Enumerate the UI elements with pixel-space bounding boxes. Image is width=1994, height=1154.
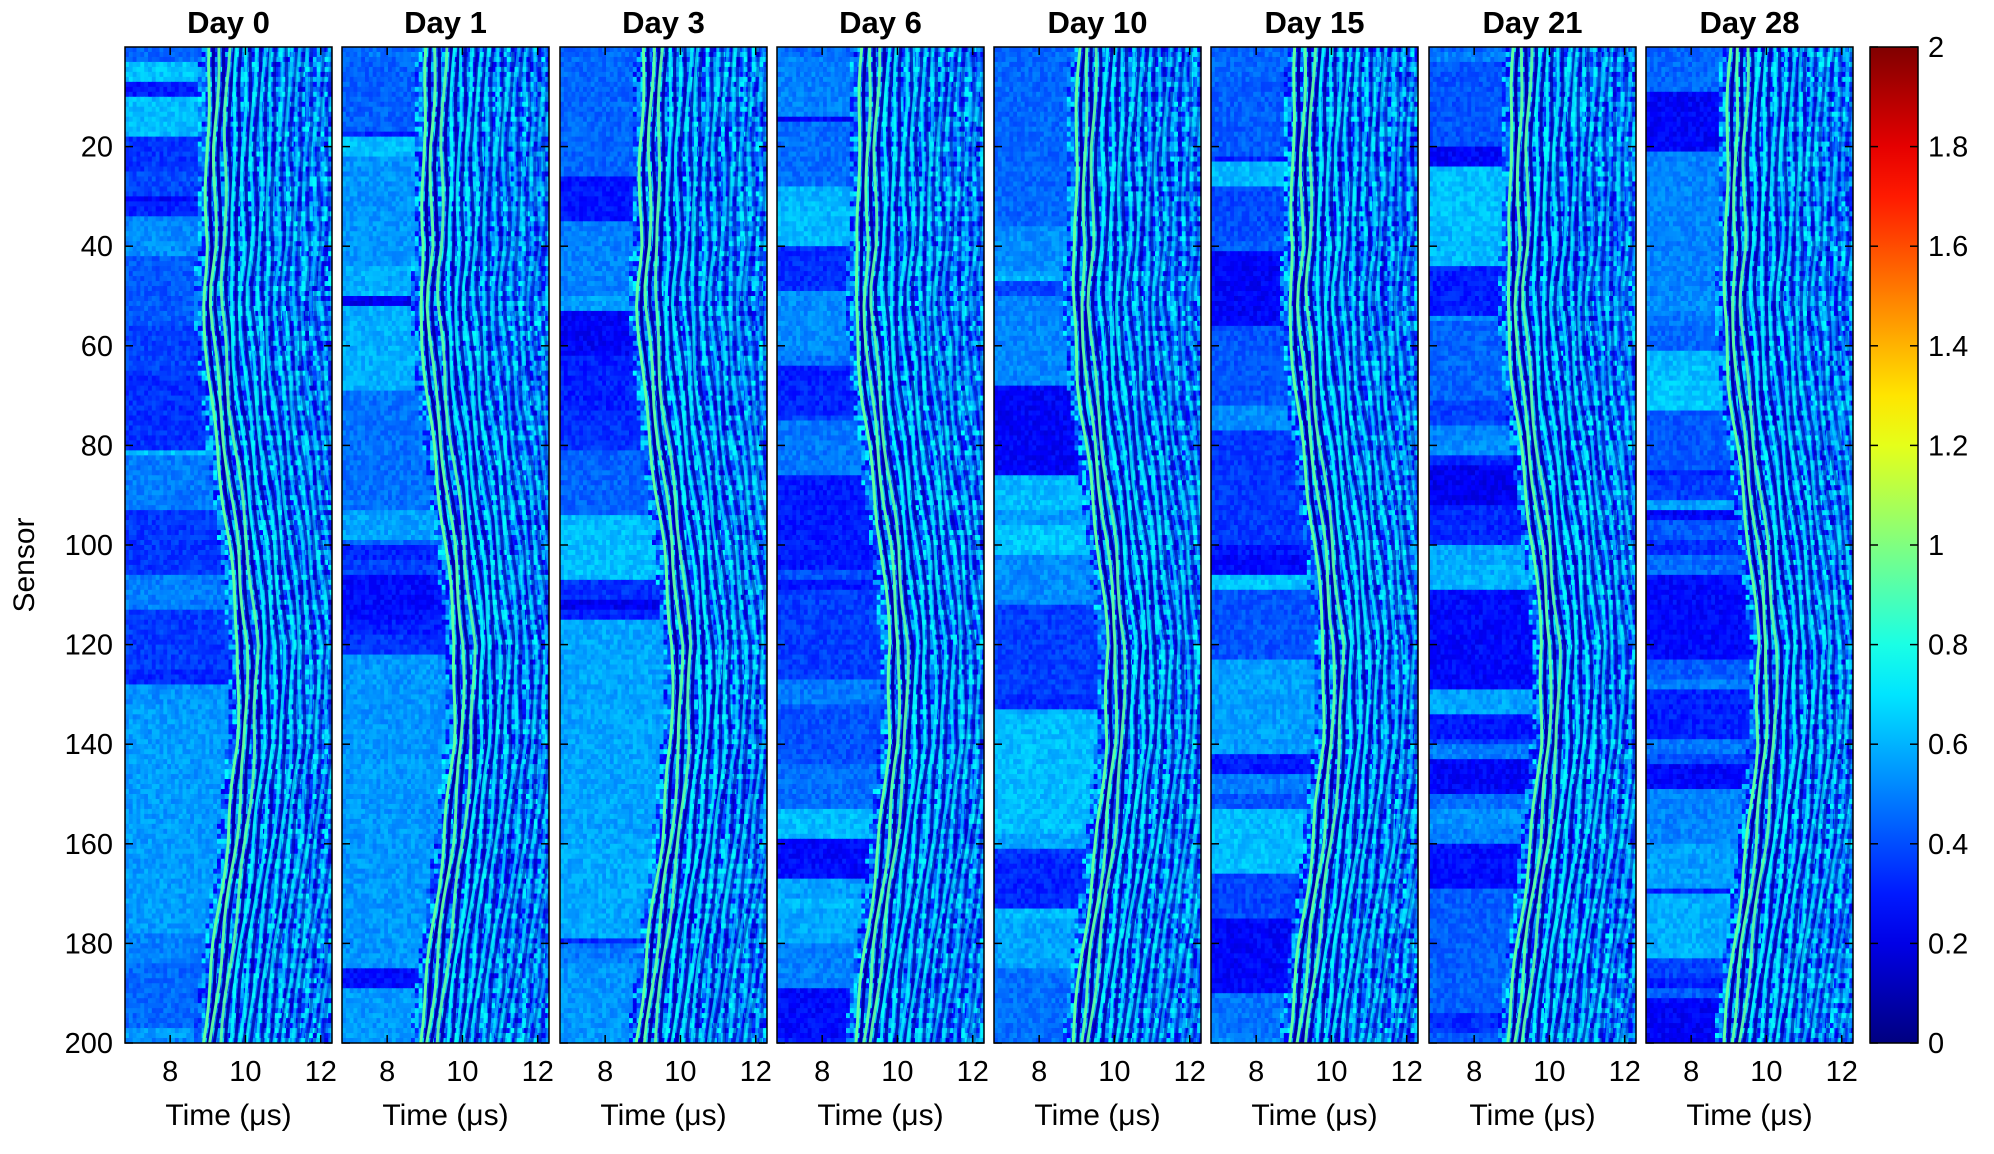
- x-tick-label: 8: [162, 1056, 178, 1088]
- x-tick-label: 8: [1031, 1056, 1047, 1088]
- y-tick-label: 200: [65, 1028, 113, 1060]
- x-tick-label: 12: [957, 1056, 989, 1088]
- panel-day-10: Day 10 8 10 12 Time (μs): [994, 5, 1240, 1132]
- y-axis-label: Sensor: [8, 517, 41, 612]
- panel-title: Day 1: [404, 5, 487, 40]
- x-tick-label: 12: [305, 1056, 337, 1088]
- panel-title: Day 10: [1048, 5, 1148, 40]
- panel-day-3: Day 3 8 10 12 Time (μs): [560, 5, 805, 1132]
- x-tick-label: 10: [664, 1056, 696, 1088]
- panel-title: Day 28: [1700, 5, 1800, 40]
- y-tick-label: 140: [65, 729, 113, 761]
- x-tick-label: 10: [1098, 1056, 1130, 1088]
- x-tick-label: 10: [446, 1056, 478, 1088]
- x-tick-label: 12: [1391, 1056, 1423, 1088]
- x-tick-label: 8: [1248, 1056, 1264, 1088]
- panel-day-0: Day 0 8 10 12 Time (μs) 20 40 60 80 100 120 140 160 1…: [65, 5, 370, 1132]
- panel-day-21: Day 21 8 10 12 Time (μs): [1429, 5, 1675, 1132]
- x-tick-label: 10: [1533, 1056, 1565, 1088]
- panel-title: Day 15: [1265, 5, 1365, 40]
- x-axis-label: Time (μs): [165, 1099, 291, 1132]
- x-axis-label: Time (μs): [1469, 1099, 1595, 1132]
- colorbar-tick-label: 0.6: [1928, 729, 1968, 761]
- colorbar-tick-label: 1.4: [1928, 331, 1968, 363]
- colorbar-tick-label: 1: [1928, 530, 1944, 562]
- x-tick-label: 12: [1609, 1056, 1641, 1088]
- x-tick-label: 10: [229, 1056, 261, 1088]
- colorbar-tick-label: 0.8: [1928, 630, 1968, 662]
- x-axis-label: Time (μs): [817, 1099, 943, 1132]
- x-tick-label: 8: [597, 1056, 613, 1088]
- x-tick-label: 12: [1826, 1056, 1858, 1088]
- panel-day-15: Day 15 8 10 12 Time (μs): [1211, 5, 1456, 1132]
- x-axis-label: Time (μs): [382, 1099, 508, 1132]
- colorbar-tick-label: 1.6: [1928, 231, 1968, 263]
- x-tick-label: 10: [1750, 1056, 1782, 1088]
- y-tick-label: 20: [81, 132, 113, 164]
- x-tick-label: 12: [1174, 1056, 1206, 1088]
- colorbar-tick-label: 0: [1928, 1028, 1944, 1060]
- x-tick-label: 8: [814, 1056, 830, 1088]
- panel-day-6: Day 6 8 10 12 Time (μs): [777, 5, 1022, 1132]
- panel-day-28: Day 28 8 10 12 Time (μs): [1646, 5, 1891, 1132]
- y-tick-label: 100: [65, 530, 113, 562]
- panel-title: Day 0: [187, 5, 270, 40]
- colorbar-tick-label: 0.2: [1928, 928, 1968, 960]
- x-axis-label: Time (μs): [600, 1099, 726, 1132]
- colorbar-tick-label: 1.2: [1928, 430, 1968, 462]
- x-axis-label: Time (μs): [1034, 1099, 1160, 1132]
- x-tick-label: 10: [1315, 1056, 1347, 1088]
- y-tick-label: 180: [65, 928, 113, 960]
- x-tick-label: 12: [522, 1056, 554, 1088]
- y-tick-label: 60: [81, 331, 113, 363]
- x-axis-label: Time (μs): [1251, 1099, 1377, 1132]
- panel-day-1: Day 1 8 10 12 Time (μs): [342, 5, 587, 1132]
- y-tick-label: 120: [65, 630, 113, 662]
- x-tick-label: 8: [1683, 1056, 1699, 1088]
- panel-title: Day 21: [1483, 5, 1583, 40]
- y-tick-label: 160: [65, 829, 113, 861]
- y-tick-label: 80: [81, 430, 113, 462]
- panel-title: Day 3: [622, 5, 705, 40]
- x-tick-label: 8: [379, 1056, 395, 1088]
- colorbar-tick-label: 0.4: [1928, 829, 1968, 861]
- x-tick-label: 10: [881, 1056, 913, 1088]
- panel-title: Day 6: [839, 5, 922, 40]
- colorbar-tick-label: 2: [1928, 32, 1944, 64]
- colorbar: 0 0.2 0.4 0.6 0.8 1 1.2 1.4 1.6 1.8 2: [1870, 32, 1968, 1060]
- panels: Day 0 8 10 12 Time (μs) 20 40 60 80 100 120 140 160 1…: [65, 5, 1891, 1132]
- x-tick-label: 8: [1466, 1056, 1482, 1088]
- colorbar-tick-label: 1.8: [1928, 132, 1968, 164]
- y-tick-label: 40: [81, 231, 113, 263]
- x-tick-label: 12: [740, 1056, 772, 1088]
- x-axis-label: Time (μs): [1686, 1099, 1812, 1132]
